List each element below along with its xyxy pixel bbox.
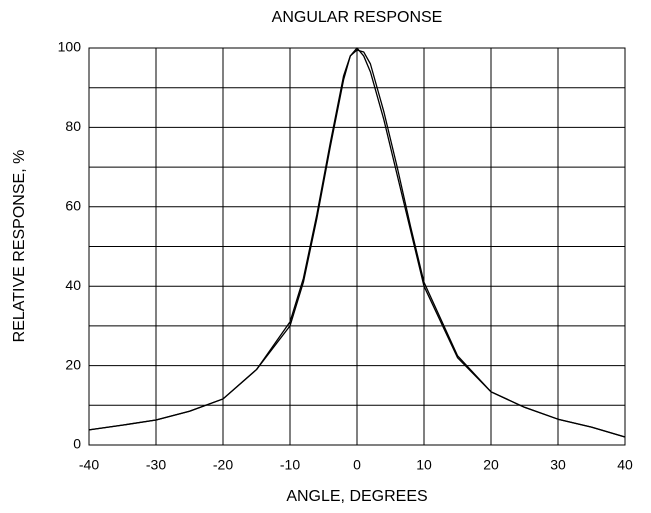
y-tick-label: 20 — [65, 356, 81, 372]
chart-title: ANGULAR RESPONSE — [272, 9, 443, 26]
x-tick-label: 40 — [617, 457, 633, 473]
y-tick-label: 0 — [73, 436, 81, 452]
y-tick-label: 60 — [65, 198, 81, 214]
x-axis-label: ANGLE, DEGREES — [286, 488, 427, 505]
y-axis-label: RELATIVE RESPONSE, % — [11, 150, 28, 343]
x-tick-label: 20 — [483, 457, 499, 473]
x-tick-label: 0 — [353, 457, 361, 473]
x-tick-label: 10 — [416, 457, 432, 473]
x-tick-label: -30 — [146, 457, 166, 473]
x-tick-label: -10 — [280, 457, 300, 473]
y-tick-label: 100 — [58, 39, 82, 55]
y-tick-label: 80 — [65, 118, 81, 134]
x-tick-label: -40 — [79, 457, 99, 473]
x-tick-label: 30 — [550, 457, 566, 473]
series-line — [88, 49, 626, 438]
x-tick-label: -20 — [213, 457, 233, 473]
y-tick-label: 40 — [65, 277, 81, 293]
